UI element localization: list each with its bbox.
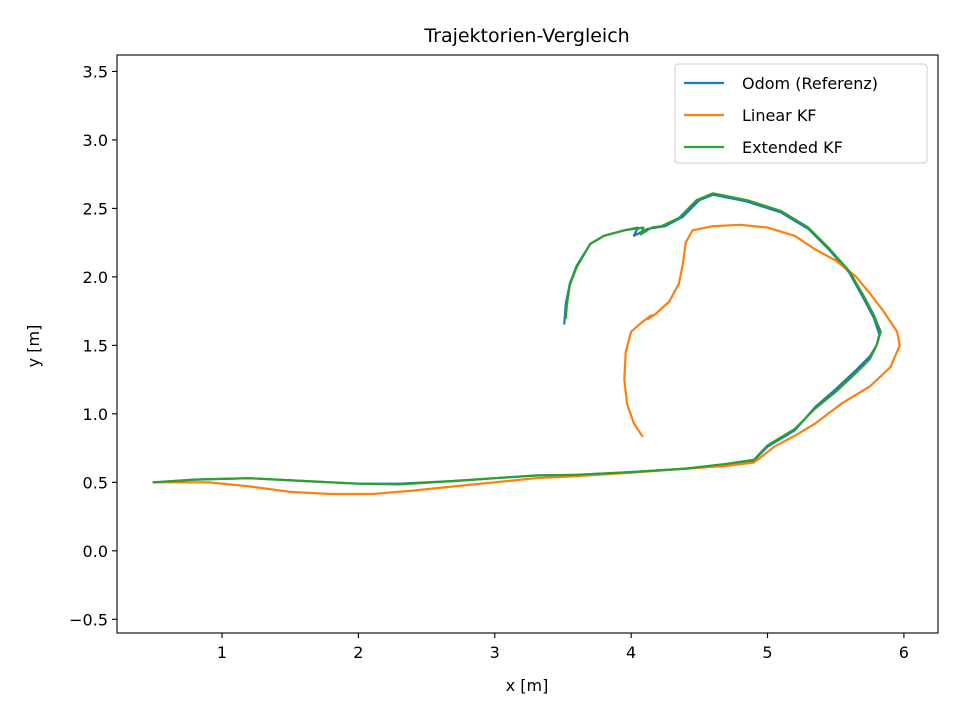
legend-label-3: Extended KF bbox=[742, 138, 843, 157]
y-tick-label: 3.0 bbox=[83, 131, 108, 150]
axes-frame-rect bbox=[116, 54, 939, 634]
series-lines bbox=[152, 192, 901, 496]
x-tick-label: 5 bbox=[762, 643, 772, 662]
y-tick-label: −0.5 bbox=[69, 610, 108, 629]
y-tick-label: 2.0 bbox=[83, 268, 108, 287]
x-tick-label: 1 bbox=[217, 643, 227, 662]
legend-box bbox=[674, 63, 928, 164]
series-line-3 bbox=[152, 192, 882, 486]
y-tick-label: 2.5 bbox=[83, 199, 108, 218]
legend-label-1: Odom (Referenz) bbox=[742, 74, 878, 93]
legend: Odom (Referenz) Linear KF Extended KF bbox=[674, 63, 928, 164]
y-tick-label: 1.5 bbox=[83, 336, 108, 355]
x-tick-label: 6 bbox=[899, 643, 909, 662]
axis-ticks: 1 2 3 4 5 6 −0.5 0.0 0.5 1.0 1.5 2.0 2.5 3.0 3.5 bbox=[69, 62, 909, 662]
y-tick-label: 0.0 bbox=[83, 542, 108, 561]
legend-label-2: Linear KF bbox=[742, 106, 817, 125]
x-tick-label: 4 bbox=[626, 643, 636, 662]
series-line-2 bbox=[152, 223, 901, 496]
x-tick-label: 2 bbox=[353, 643, 363, 662]
y-tick-label: 0.5 bbox=[83, 473, 108, 492]
axes-frame bbox=[116, 54, 939, 634]
y-tick-label: 3.5 bbox=[83, 62, 108, 81]
y-axis-label: y [m] bbox=[24, 325, 43, 368]
y-tick-label: 1.0 bbox=[83, 405, 108, 424]
x-axis-label: x [m] bbox=[506, 676, 549, 695]
chart-title: Trajektorien-Vergleich bbox=[423, 25, 629, 47]
x-tick-label: 3 bbox=[490, 643, 500, 662]
